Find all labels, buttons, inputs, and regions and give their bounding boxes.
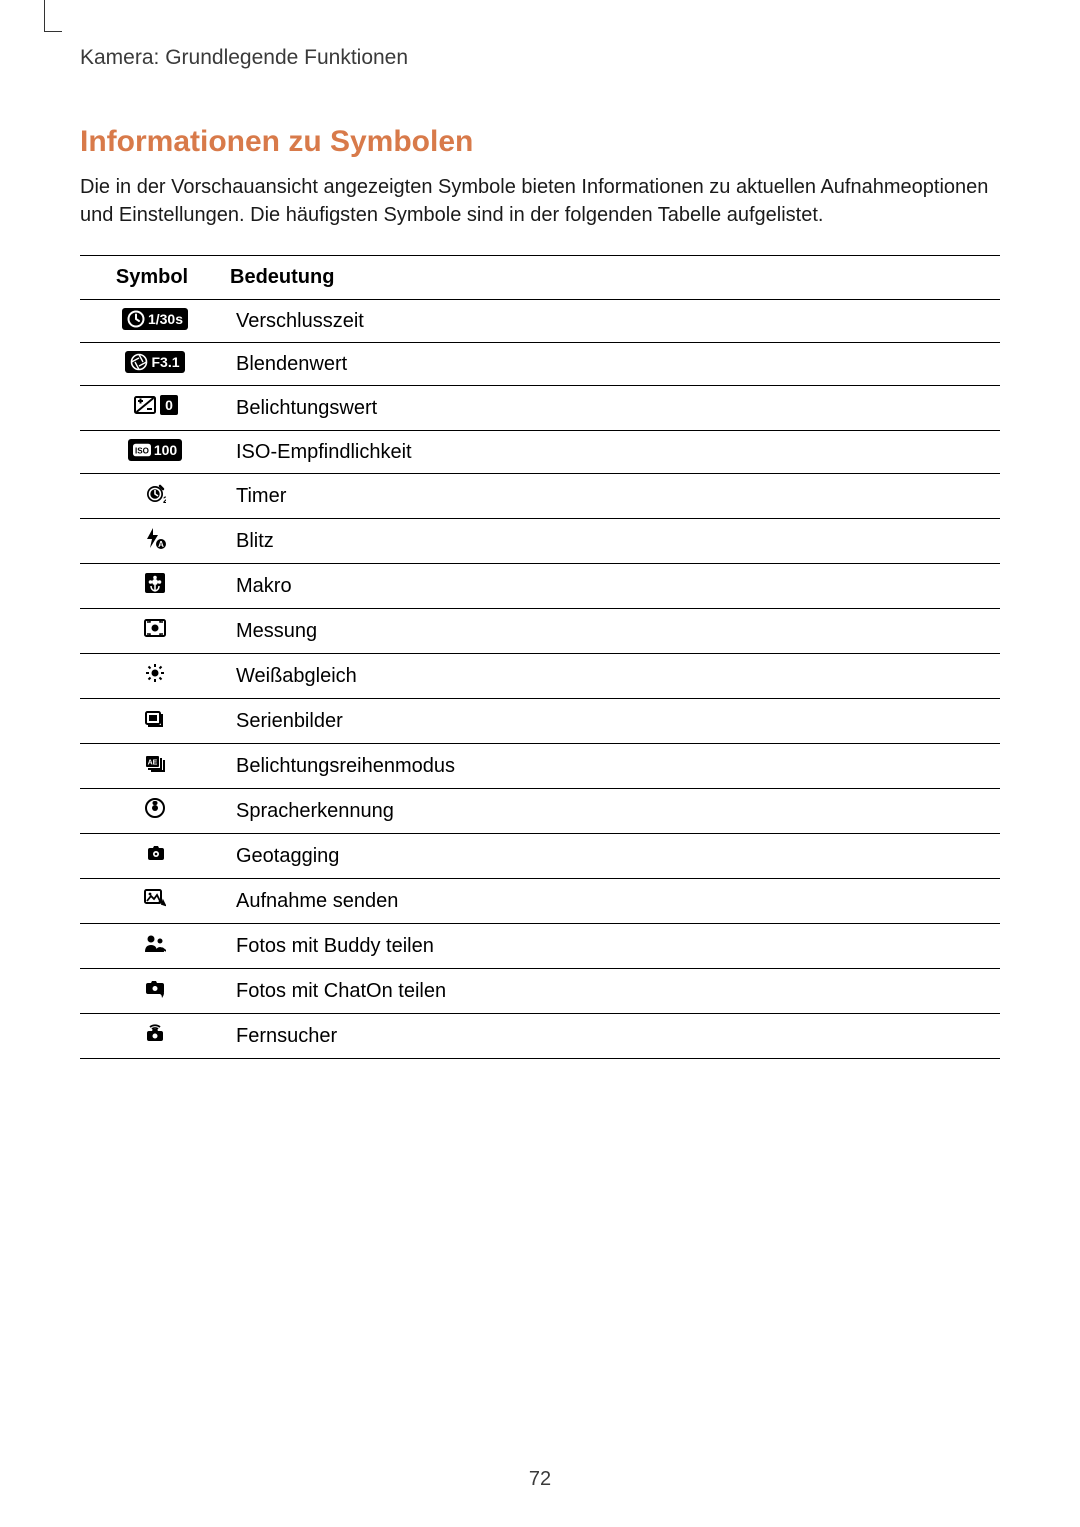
meaning-cell: Blendenwert [230, 343, 1000, 386]
meaning-cell: Makro [230, 564, 1000, 609]
symbol-cell [80, 654, 230, 699]
meaning-cell: Blitz [230, 519, 1000, 564]
table-row: Fernsucher [80, 1014, 1000, 1059]
table-row: 0 Belichtungswert [80, 386, 1000, 431]
table-row: Weißabgleich [80, 654, 1000, 699]
timer-icon [144, 482, 166, 504]
symbol-cell: 1/30s [80, 300, 230, 343]
remote-icon [144, 1022, 166, 1044]
meaning-cell: Fotos mit ChatOn teilen [230, 969, 1000, 1014]
table-row: Fotos mit ChatOn teilen [80, 969, 1000, 1014]
meaning-cell: Verschlusszeit [230, 300, 1000, 343]
macro-icon [144, 572, 166, 594]
table-header-symbol: Symbol [80, 256, 230, 300]
table-row: Blitz [80, 519, 1000, 564]
symbol-cell: 100 [80, 431, 230, 474]
symbol-cell [80, 969, 230, 1014]
ev-value: 0 [160, 395, 178, 415]
aperture-value: F3.1 [151, 355, 179, 369]
table-row: Geotagging [80, 834, 1000, 879]
symbol-cell: 0 [80, 386, 230, 431]
burst-icon [144, 707, 166, 729]
symbol-cell [80, 699, 230, 744]
metering-icon [144, 617, 166, 639]
page-content: Kamera: Grundlegende Funktionen Informat… [0, 0, 1080, 1059]
section-heading: Informationen zu Symbolen [80, 125, 1000, 159]
shutter-value: 1/30s [148, 312, 183, 326]
table-header-meaning: Bedeutung [230, 256, 1000, 300]
symbol-cell [80, 924, 230, 969]
meaning-cell: Fernsucher [230, 1014, 1000, 1059]
buddy-icon [144, 932, 166, 954]
meaning-cell: Timer [230, 474, 1000, 519]
ev-icon: 0 [132, 394, 178, 416]
meaning-cell: Fotos mit Buddy teilen [230, 924, 1000, 969]
table-row: Messung [80, 609, 1000, 654]
page-corner-mark [44, 0, 62, 32]
symbol-cell [80, 879, 230, 924]
intro-text: Die in der Vorschauansicht angezeigten S… [80, 173, 1000, 229]
wb-icon [144, 662, 166, 684]
symbol-cell: F3.1 [80, 343, 230, 386]
table-row: Belichtungsreihenmodus [80, 744, 1000, 789]
symbol-cell [80, 564, 230, 609]
table-row: F3.1 Blendenwert [80, 343, 1000, 386]
table-row: Spracherkennung [80, 789, 1000, 834]
symbol-cell [80, 789, 230, 834]
meaning-cell: Serienbilder [230, 699, 1000, 744]
aperture-badge: F3.1 [125, 351, 184, 373]
table-row: Timer [80, 474, 1000, 519]
send-icon [144, 887, 166, 909]
meaning-cell: Geotagging [230, 834, 1000, 879]
iso-badge: 100 [128, 439, 182, 461]
shutter-badge: 1/30s [122, 308, 188, 330]
symbol-cell [80, 744, 230, 789]
symbol-table: Symbol Bedeutung 1/30s Verschlusszeit F3… [80, 255, 1000, 1059]
voice-icon [144, 797, 166, 819]
meaning-cell: Aufnahme senden [230, 879, 1000, 924]
symbol-cell [80, 474, 230, 519]
page-number: 72 [0, 1468, 1080, 1491]
meaning-cell: Belichtungswert [230, 386, 1000, 431]
flash-icon [144, 527, 166, 549]
meaning-cell: ISO-Empfindlichkeit [230, 431, 1000, 474]
geotag-icon [144, 842, 166, 864]
symbol-cell [80, 519, 230, 564]
table-row: Makro [80, 564, 1000, 609]
chaton-icon [144, 977, 166, 999]
meaning-cell: Messung [230, 609, 1000, 654]
meaning-cell: Belichtungsreihenmodus [230, 744, 1000, 789]
meaning-cell: Weißabgleich [230, 654, 1000, 699]
meaning-cell: Spracherkennung [230, 789, 1000, 834]
iso-value: 100 [154, 443, 177, 457]
table-row: Aufnahme senden [80, 879, 1000, 924]
bracket-icon [144, 752, 166, 774]
symbol-cell [80, 609, 230, 654]
breadcrumb: Kamera: Grundlegende Funktionen [80, 46, 1000, 70]
table-row: 100 ISO-Empfindlichkeit [80, 431, 1000, 474]
table-row: Serienbilder [80, 699, 1000, 744]
table-row: Fotos mit Buddy teilen [80, 924, 1000, 969]
symbol-cell [80, 1014, 230, 1059]
symbol-cell [80, 834, 230, 879]
table-row: 1/30s Verschlusszeit [80, 300, 1000, 343]
